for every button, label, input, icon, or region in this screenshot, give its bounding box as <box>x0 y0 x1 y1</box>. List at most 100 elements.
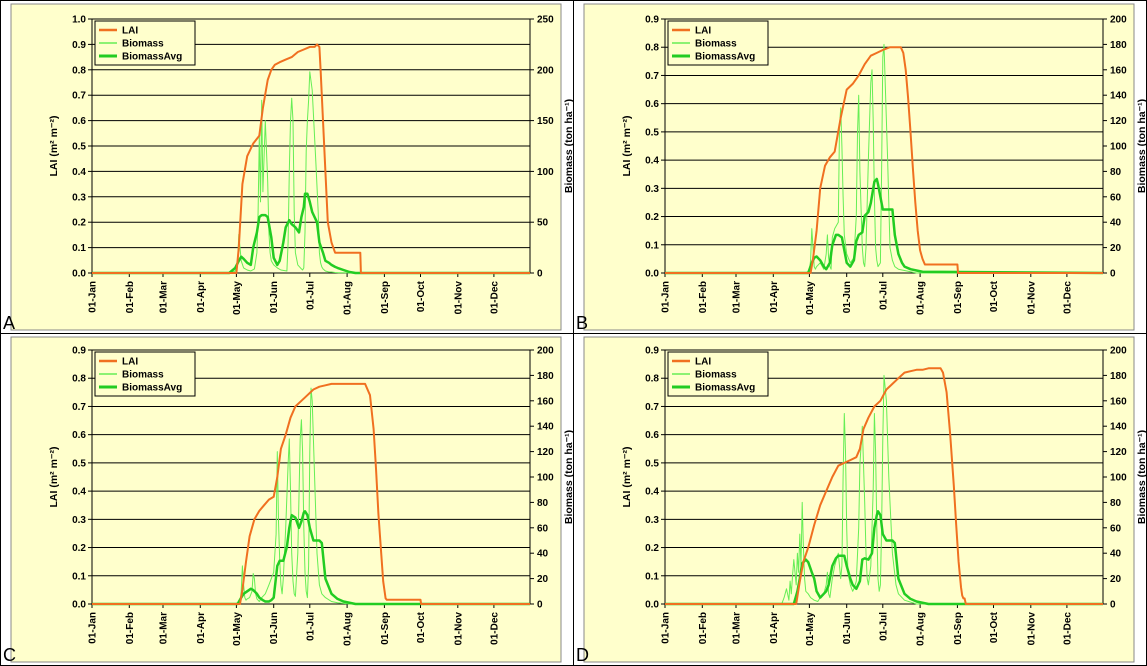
plot-frame <box>664 349 1104 605</box>
y-tick-label: 0.5 <box>645 127 659 138</box>
y-tick-label: 0.3 <box>72 515 86 526</box>
x-tick-label: 01-Sep <box>380 281 391 314</box>
y2-tick-label: 200 <box>537 346 554 357</box>
y-tick-label: 0.3 <box>645 515 659 526</box>
y-tick-label: 0.9 <box>645 346 659 357</box>
y-tick-label: 0.8 <box>645 374 659 385</box>
x-tick-label: 01-Nov <box>1026 612 1037 646</box>
y-tick-label: 0.0 <box>645 269 659 280</box>
x-tick-label: 01-Nov <box>1026 281 1037 315</box>
x-tick-label: 01-Apr <box>769 281 780 313</box>
x-tick-label: 01-Aug <box>343 281 354 315</box>
y2-tick-label: 80 <box>537 498 549 509</box>
y2-tick-label: 60 <box>1110 523 1122 534</box>
y2-tick-label: 80 <box>1110 167 1122 178</box>
plot-frame <box>664 18 1104 274</box>
y2-tick-label: 20 <box>537 574 549 585</box>
y-tick-label: 0.9 <box>645 15 659 26</box>
table-border-top <box>0 0 1147 1</box>
y2-tick-label: 200 <box>1110 346 1127 357</box>
x-tick-label: 01-Mar <box>731 612 742 644</box>
x-tick-label: 01-Mar <box>158 612 169 644</box>
y2-axis-title: Biomass (ton ha⁻¹) <box>563 430 573 524</box>
y-tick-label: 0.8 <box>72 374 86 385</box>
panel-C: 0.0 0.1 0.2 0.3 0.4 0.5 0.6 0.7 0.8 0.9 0 20 40 60 80 1… <box>1 334 573 665</box>
y2-tick-label: 160 <box>1110 65 1127 76</box>
x-tick-label: 01-Jun <box>269 612 280 644</box>
x-tick-label: 01-Jan <box>661 612 672 644</box>
y2-tick-label: 50 <box>537 218 549 229</box>
series-line-biomass <box>665 374 1103 605</box>
y2-tick-label: 200 <box>537 65 554 76</box>
x-tick-label: 01-Jul <box>305 612 316 641</box>
y-tick-label: 0.1 <box>72 243 86 254</box>
x-tick-label: 01-Feb <box>125 281 136 313</box>
y-tick-label: 0.8 <box>72 65 86 76</box>
y2-tick-label: 0 <box>1110 600 1116 611</box>
x-tick-label: 01-Jun <box>842 281 853 313</box>
y-tick-label: 0.9 <box>72 40 86 51</box>
x-tick-label: 01-Apr <box>769 612 780 644</box>
x-tick-label: 01-May <box>805 612 816 646</box>
legend-label: BiomassAvg <box>122 52 182 63</box>
x-tick-label: 01-Apr <box>196 281 207 313</box>
x-tick-label: 01-May <box>805 281 816 315</box>
legend-label: BiomassAvg <box>695 383 755 394</box>
y-tick-label: 0.7 <box>645 71 659 82</box>
legend-label: BiomassAvg <box>122 383 182 394</box>
x-tick-label: 01-Oct <box>989 280 1000 312</box>
y2-tick-label: 100 <box>537 473 554 484</box>
y-tick-label: 0.7 <box>72 91 86 102</box>
x-tick-label: 01-Feb <box>698 612 709 644</box>
chart-panel-D: 0.0 0.1 0.2 0.3 0.4 0.5 0.6 0.7 0.8 0.9 0 20 40 60 80 1… <box>576 336 1146 665</box>
y2-tick-label: 250 <box>537 15 554 26</box>
y2-axis-title: Biomass (ton ha⁻¹) <box>563 99 573 193</box>
series-line-biomass <box>665 43 1103 274</box>
y-tick-label: 0.2 <box>645 212 659 223</box>
series-line-biomassavg <box>665 510 1103 606</box>
y2-tick-label: 100 <box>1110 142 1127 153</box>
panel-letter: B <box>576 313 588 333</box>
y2-axis-title: Biomass (ton ha⁻¹) <box>1136 430 1146 524</box>
y2-tick-label: 160 <box>1110 396 1127 407</box>
x-tick-label: 01-Sep <box>380 612 391 645</box>
y2-tick-label: 40 <box>537 549 549 560</box>
y2-tick-label: 200 <box>1110 15 1127 26</box>
series-line-lai <box>92 43 530 274</box>
x-tick-label: 01-Jan <box>88 612 99 644</box>
y-tick-label: 0.7 <box>72 402 86 413</box>
legend-label: LAI <box>695 26 711 37</box>
x-tick-label: 01-Apr <box>196 612 207 644</box>
y-tick-label: 0.0 <box>72 600 86 611</box>
y-tick-label: 0.7 <box>645 402 659 413</box>
y2-tick-label: 180 <box>537 371 554 382</box>
y-tick-label: 0.2 <box>72 218 86 229</box>
x-tick-label: 01-Aug <box>916 281 927 315</box>
x-tick-label: 01-Aug <box>916 612 927 646</box>
y-tick-label: 0.4 <box>645 156 659 167</box>
plot-frame <box>91 18 531 274</box>
series-line-biomassavg <box>92 510 530 606</box>
y2-tick-label: 20 <box>1110 574 1122 585</box>
x-tick-label: 01-Dec <box>489 612 500 645</box>
y-tick-label: 1.0 <box>72 15 86 26</box>
legend-label: LAI <box>122 357 138 368</box>
y-tick-label: 0.4 <box>72 167 86 178</box>
plot-frame <box>91 349 531 605</box>
legend-label: Biomass <box>695 39 737 50</box>
series-line-biomassavg <box>665 177 1104 275</box>
y2-tick-label: 60 <box>537 523 549 534</box>
chart-panel-C: 0.0 0.1 0.2 0.3 0.4 0.5 0.6 0.7 0.8 0.9 0 20 40 60 80 1… <box>3 336 573 665</box>
x-tick-label: 01-Jun <box>842 612 853 644</box>
x-tick-label: 01-Dec <box>489 281 500 314</box>
y2-tick-label: 80 <box>1110 498 1122 509</box>
y2-tick-label: 100 <box>1110 473 1127 484</box>
panel-letter: C <box>3 645 16 665</box>
chart-panel-A: 0.0 0.1 0.2 0.3 0.4 0.5 0.6 0.7 0.8 0.9 1.0 0 50 100 1… <box>3 3 573 333</box>
x-tick-label: 01-Jan <box>88 281 99 313</box>
series-line-lai <box>665 46 1103 274</box>
y2-tick-label: 140 <box>1110 91 1127 102</box>
y-tick-label: 0.1 <box>645 571 659 582</box>
y-tick-label: 0.6 <box>72 430 86 441</box>
